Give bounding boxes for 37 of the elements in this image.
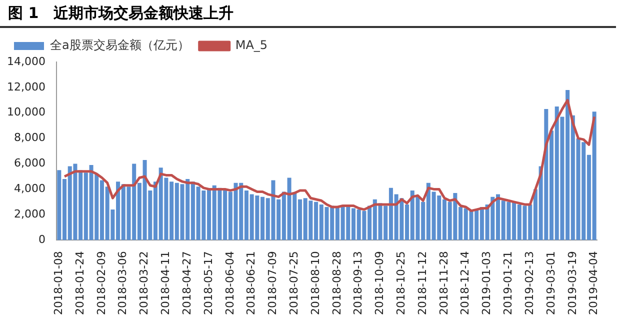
x-tick-label: 2018-05-17 [202,251,215,316]
y-tick-label: 6,000 [14,156,46,170]
legend-label: MA_5 [235,38,268,52]
x-tick-label: 2018-04-27 [180,251,194,316]
x-tick-label: 2019-03-01 [544,251,558,316]
x-tick-label: 2018-12-14 [458,251,472,316]
x-tick-label: 2018-10-09 [373,251,386,316]
x-tick-label: 2019-03-19 [566,251,579,316]
x-tick-label: 2019-01-21 [502,251,515,316]
x-tick-label: 2018-08-10 [308,251,322,316]
x-tick-label: 2018-04-11 [159,251,172,316]
y-tick-label: 10,000 [6,106,46,119]
x-tick-label: 2019-02-13 [522,251,536,316]
y-tick-label: 0 [38,232,46,246]
y-tick-label: 8,000 [14,131,46,144]
x-tick-label: 2018-06-21 [244,251,258,316]
x-tick-label: 2018-02-09 [94,251,108,316]
x-tick-label: 2018-08-28 [330,251,344,316]
x-tick-label: 2018-09-13 [352,251,365,316]
x-tick-label: 2018-03-22 [138,251,151,316]
x-tick-label: 2018-07-09 [266,251,280,316]
y-tick-label: 12,000 [6,80,46,94]
x-tick-label: 2018-10-25 [394,251,408,316]
x-tick-label: 2018-11-12 [416,251,429,316]
y-tick-label: 4,000 [14,182,46,196]
x-tick-label: 2018-03-06 [116,251,130,316]
x-tick-label: 2018-01-24 [73,251,86,316]
x-tick-label: 2019-04-04 [587,251,600,316]
x-tick-label: 2018-11-28 [437,251,450,316]
chart-title: 图 1 近期市场交易金额快速上升 [0,0,616,28]
y-tick-label: 2,000 [14,207,46,220]
x-tick-label: 2018-06-04 [223,251,236,316]
legend-label: 全a股票交易金额（亿元） [50,38,190,52]
x-tick-label: 2018-01-08 [52,251,66,316]
x-tick-label: 2018-07-25 [287,251,300,316]
x-tick-label: 2019-01-03 [480,251,494,316]
y-tick-label: 14,000 [6,54,46,68]
